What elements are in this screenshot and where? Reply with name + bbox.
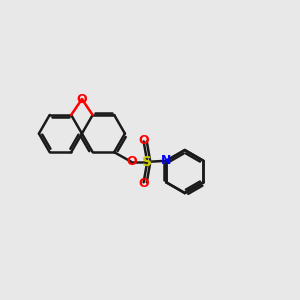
Text: O: O [126,155,137,168]
Text: O: O [138,177,149,190]
Text: O: O [76,93,87,106]
Text: N: N [161,154,171,167]
Text: O: O [138,134,149,147]
Text: S: S [142,155,152,169]
